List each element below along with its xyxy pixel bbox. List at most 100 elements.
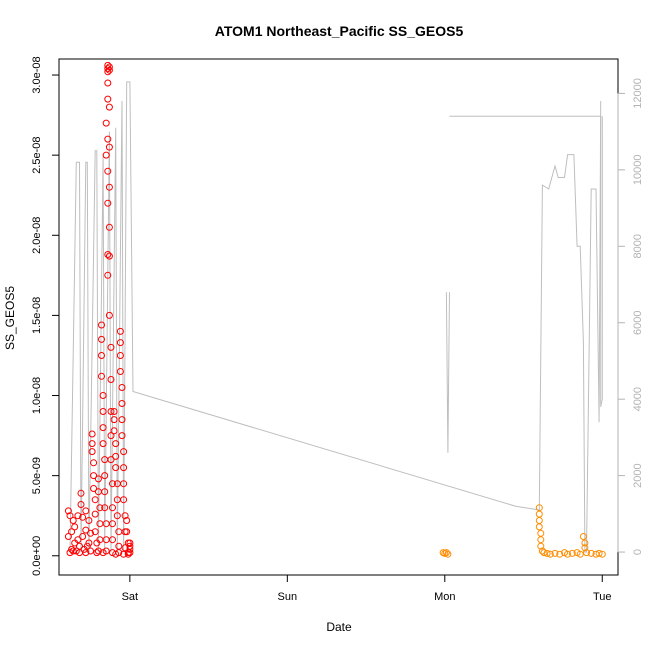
x-axis-label: Date bbox=[326, 620, 352, 634]
data-point-s0-11 bbox=[74, 536, 82, 544]
data-point-s0-69 bbox=[105, 103, 113, 111]
data-point-s1-10 bbox=[537, 542, 545, 550]
data-point-s0-53 bbox=[102, 536, 110, 544]
data-point-s0-74 bbox=[105, 311, 113, 319]
chart-title: ATOM1 Northeast_Pacific SS_GEOS5 bbox=[215, 23, 464, 39]
secondary-line-segment-1 bbox=[449, 115, 603, 407]
data-point-s0-49 bbox=[101, 472, 109, 480]
data-point-s0-88 bbox=[112, 452, 120, 460]
data-point-s0-70 bbox=[105, 143, 113, 151]
data-point-s0-86 bbox=[110, 427, 118, 435]
data-point-s0-16 bbox=[79, 533, 87, 540]
data-point-s0-5 bbox=[68, 545, 76, 553]
data-point-s0-80 bbox=[109, 480, 116, 488]
y-tick-label-1: 5.0e-09 bbox=[31, 457, 43, 494]
data-point-s0-41 bbox=[98, 335, 105, 343]
data-point-s1-13 bbox=[543, 549, 551, 557]
y2-tick-label-3: 6000 bbox=[632, 310, 644, 334]
data-point-s0-100 bbox=[118, 400, 126, 407]
data-point-s0-66 bbox=[104, 271, 112, 279]
data-point-s0-37 bbox=[96, 504, 104, 512]
data-point-s0-111 bbox=[123, 528, 131, 536]
data-point-s1-6 bbox=[535, 517, 543, 524]
data-point-s0-61 bbox=[104, 95, 112, 103]
data-point-s0-67 bbox=[105, 63, 113, 71]
y-tick-label-0: 0.0e+00 bbox=[31, 536, 43, 576]
data-point-s0-26 bbox=[88, 448, 96, 456]
y-tick-label-5: 2.5e-08 bbox=[31, 136, 43, 173]
data-point-s0-63 bbox=[104, 167, 112, 175]
data-point-s0-75 bbox=[107, 343, 115, 351]
data-point-s0-13 bbox=[77, 489, 85, 497]
data-point-s0-22 bbox=[87, 529, 94, 537]
data-point-s1-19 bbox=[568, 549, 576, 557]
data-point-s0-115 bbox=[76, 542, 83, 550]
data-point-s0-123 bbox=[120, 550, 128, 558]
secondary-line bbox=[69, 81, 602, 553]
data-point-s1-2 bbox=[442, 549, 450, 557]
data-point-s0-119 bbox=[99, 549, 107, 557]
data-point-s0-110 bbox=[123, 517, 131, 524]
data-point-s0-27 bbox=[90, 459, 98, 467]
secondary-line-segment-0 bbox=[445, 292, 450, 453]
data-point-s0-102 bbox=[118, 432, 126, 440]
data-point-s0-62 bbox=[104, 135, 112, 143]
data-point-s0-32 bbox=[91, 528, 99, 536]
x-tick-label-2: Mon bbox=[434, 591, 455, 603]
data-point-s0-47 bbox=[99, 440, 107, 448]
y2-tick-label-4: 8000 bbox=[632, 234, 644, 258]
y2-tick-label-5: 10000 bbox=[632, 155, 644, 186]
x-tick-label-3: Tue bbox=[593, 591, 612, 603]
data-point-s0-104 bbox=[120, 464, 128, 472]
data-point-s0-103 bbox=[120, 448, 128, 456]
data-point-s0-19 bbox=[82, 526, 90, 534]
data-point-s1-18 bbox=[564, 550, 572, 558]
data-point-s1-23 bbox=[581, 539, 589, 547]
plot-frame bbox=[58, 58, 619, 576]
data-point-s0-124 bbox=[124, 550, 132, 558]
data-point-s0-59 bbox=[104, 65, 112, 73]
data-point-s0-122 bbox=[115, 549, 123, 557]
data-point-s0-127 bbox=[126, 545, 134, 553]
data-point-s0-43 bbox=[98, 372, 105, 380]
data-point-s0-3 bbox=[66, 512, 74, 520]
data-point-s0-71 bbox=[105, 183, 113, 191]
data-point-s0-14 bbox=[77, 501, 85, 508]
data-point-s0-64 bbox=[104, 199, 112, 207]
data-point-s0-15 bbox=[79, 513, 87, 521]
data-point-s0-128 bbox=[126, 549, 134, 557]
data-point-s0-51 bbox=[101, 504, 109, 512]
data-point-s0-28 bbox=[90, 472, 98, 480]
data-point-s0-4 bbox=[68, 528, 76, 536]
data-point-s1-28 bbox=[595, 549, 603, 557]
data-point-s0-92 bbox=[113, 512, 121, 520]
data-point-s0-23 bbox=[87, 547, 94, 555]
data-point-s0-6 bbox=[69, 517, 77, 524]
data-point-s0-106 bbox=[120, 496, 128, 504]
data-point-s1-7 bbox=[535, 523, 543, 531]
y-axis-right: 0 2000 4000 6000 8000 10000 12000 bbox=[617, 78, 644, 555]
data-point-s0-1 bbox=[64, 533, 72, 540]
data-point-s0-8 bbox=[71, 523, 79, 531]
y-axis-left: 0.0e+00 5.0e-09 1.0e-08 1.5e-08 2.0e-08 2.5e-… bbox=[31, 56, 60, 576]
data-point-s0-96 bbox=[116, 339, 124, 347]
data-point-s0-35 bbox=[94, 475, 102, 483]
data-point-s0-18 bbox=[82, 507, 90, 515]
data-point-s0-109 bbox=[121, 544, 129, 552]
data-point-s0-94 bbox=[115, 542, 123, 550]
data-point-s1-15 bbox=[551, 549, 559, 557]
data-point-s0-95 bbox=[116, 327, 124, 335]
data-point-s0-57 bbox=[104, 79, 112, 87]
data-point-s0-24 bbox=[88, 430, 96, 438]
data-point-s0-76 bbox=[107, 376, 115, 383]
data-point-s1-3 bbox=[444, 550, 452, 558]
data-point-s0-29 bbox=[90, 485, 98, 492]
data-point-s0-81 bbox=[109, 504, 116, 512]
data-point-s1-21 bbox=[576, 550, 584, 558]
data-point-s0-42 bbox=[98, 352, 105, 359]
data-point-s0-60 bbox=[104, 68, 112, 76]
data-point-s0-34 bbox=[93, 549, 101, 557]
data-point-s0-105 bbox=[120, 480, 128, 488]
data-point-s0-83 bbox=[109, 536, 116, 544]
y-axis-label: SS_GEOS5 bbox=[3, 286, 17, 350]
